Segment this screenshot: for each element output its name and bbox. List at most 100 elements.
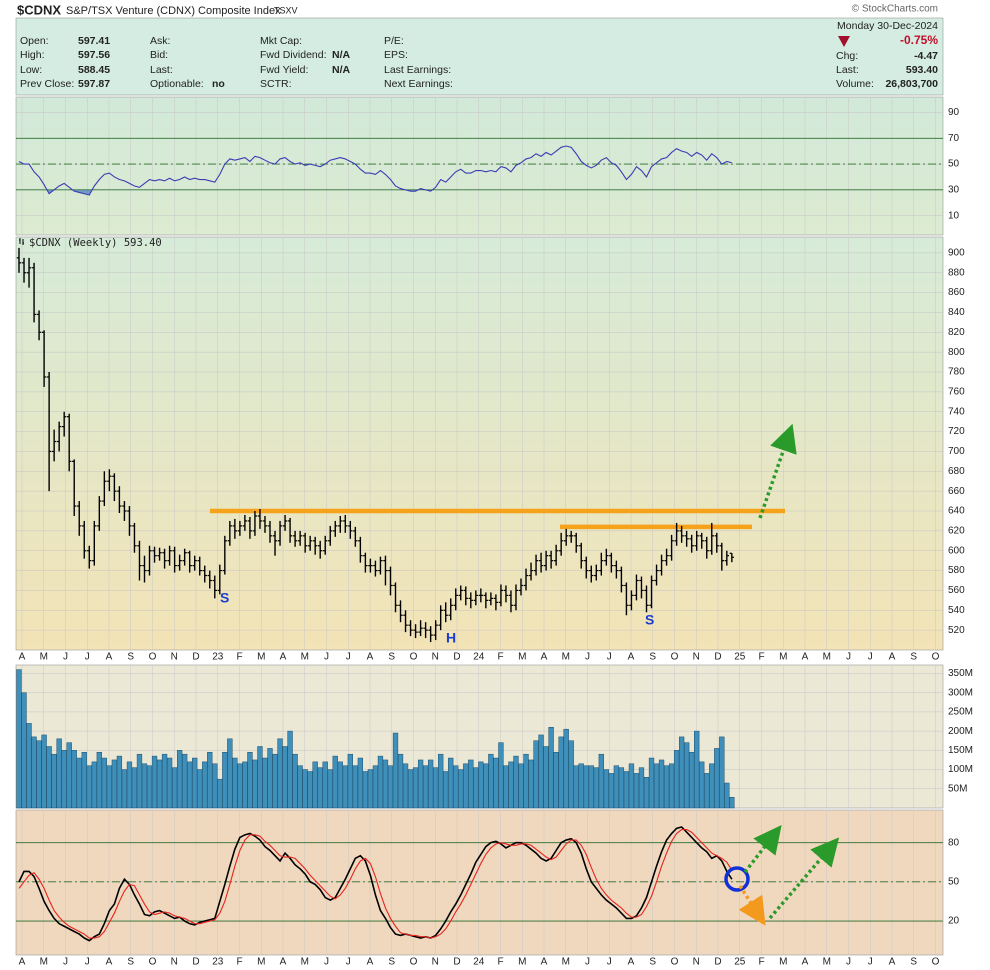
x-tick-label: F [236, 652, 242, 663]
date: Monday 30-Dec-2024 [837, 20, 938, 32]
x-tick-label: J [85, 957, 90, 968]
volume-bar [382, 759, 389, 809]
x-tick-label: J [63, 957, 68, 968]
volume-bar [593, 767, 599, 809]
volume-bar [508, 761, 514, 809]
volume-bar [448, 757, 454, 809]
y-tick-label: 50 [948, 159, 960, 170]
volume-bar [402, 763, 409, 809]
x-tick-label: A [889, 652, 896, 663]
volume-bar [533, 740, 539, 809]
volume-bar [724, 782, 730, 809]
x-tick-label: S [910, 957, 917, 968]
x-tick-label: A [106, 957, 113, 968]
volume-bar [377, 755, 384, 809]
marks: 90 70 50 30 10 900 880 860 840 820 800 780 760 740 720… [16, 97, 973, 968]
x-tick-label: J [85, 652, 90, 663]
volume-bar [337, 761, 343, 809]
volume-bar [729, 796, 735, 809]
volume-bar [237, 763, 243, 809]
volume-bar [714, 748, 720, 809]
x-tick-label: O [671, 957, 679, 968]
volume-bar [41, 734, 47, 809]
x-tick-label: F [758, 957, 764, 968]
field-label: Last: [150, 64, 173, 76]
down-triangle [838, 36, 850, 47]
volume-bar [136, 753, 143, 809]
x-tick-label: J [846, 652, 851, 663]
volume-bar [407, 769, 414, 809]
volume-bar [498, 742, 504, 809]
y-tick-label: 660 [948, 486, 965, 497]
y-tick-label: 720 [948, 426, 965, 437]
x-tick-label: J [868, 652, 873, 663]
x-tick-label: J [585, 652, 590, 663]
volume-bar [458, 769, 464, 809]
symbol: $CDNX [17, 2, 61, 17]
x-tick-label: J [324, 957, 329, 968]
x-tick-label: F [758, 652, 764, 663]
volume-bar [347, 753, 353, 809]
field-label: Low: [20, 64, 42, 76]
x-tick-label: O [932, 957, 940, 968]
y-tick-label: 760 [948, 387, 965, 398]
volume-bar [387, 765, 394, 809]
y-tick-label: 30 [948, 185, 960, 196]
x-tick-label: O [149, 957, 157, 968]
breakout-arrow [758, 423, 797, 519]
volume-bar [538, 734, 544, 809]
x-tick-label: 24 [473, 652, 485, 663]
legend-icon [19, 238, 24, 245]
stochastic-panel [15, 809, 944, 956]
volume-bar [282, 746, 288, 809]
volume-bar [61, 750, 67, 809]
x-tick-label: A [541, 652, 548, 663]
field-label: SCTR: [260, 78, 292, 90]
quote-value: 593.40 [906, 64, 938, 76]
x-tick-label: F [497, 957, 503, 968]
x-tick-label: F [497, 652, 503, 663]
volume-bar [548, 727, 554, 809]
volume-bar [573, 765, 579, 809]
volume-bar [217, 778, 223, 809]
y-tick-label: 680 [948, 466, 965, 477]
y-tick-label: 600 [948, 545, 965, 556]
x-tick-label: D [714, 957, 721, 968]
volume-bar [673, 750, 680, 809]
pattern-label: S [645, 612, 654, 628]
x-tick-label: O [932, 652, 940, 663]
volume-bar [192, 757, 198, 809]
field-label: Prev Close: [20, 78, 74, 90]
field-label: Next Earnings: [384, 78, 453, 90]
volume-bar [146, 765, 153, 809]
x-tick-label: M [257, 652, 265, 663]
y-tick-label: 50M [948, 783, 967, 794]
volume-bar [608, 773, 615, 809]
volume-bar [212, 763, 218, 809]
volume-bar [252, 759, 258, 809]
volume-bar [307, 771, 313, 809]
x-tick-label: J [346, 957, 351, 968]
y-tick-label: 840 [948, 307, 965, 318]
volume-bar [463, 763, 469, 809]
field-label: Last Earnings: [384, 64, 451, 76]
volume-bar [678, 736, 685, 809]
y-tick-label: 150M [948, 745, 973, 756]
quote-label: Chg: [836, 50, 858, 62]
indicator-line [18, 826, 733, 942]
field-value: 597.41 [78, 35, 110, 47]
x-tick-label: A [628, 957, 635, 968]
volume-bar [287, 730, 293, 809]
volume-bar [76, 757, 82, 809]
volume-bar [317, 767, 323, 809]
volume-bar [56, 738, 62, 809]
volume-bar [372, 765, 379, 809]
volume-bar [503, 765, 509, 809]
y-tick-label: 640 [948, 506, 965, 517]
volume-bar [648, 757, 655, 809]
field-value: N/A [332, 49, 351, 61]
volume-bar [247, 752, 253, 809]
y-tick-label: 540 [948, 605, 965, 616]
x-tick-label: 23 [212, 957, 224, 968]
y-tick-label: 900 [948, 248, 965, 259]
